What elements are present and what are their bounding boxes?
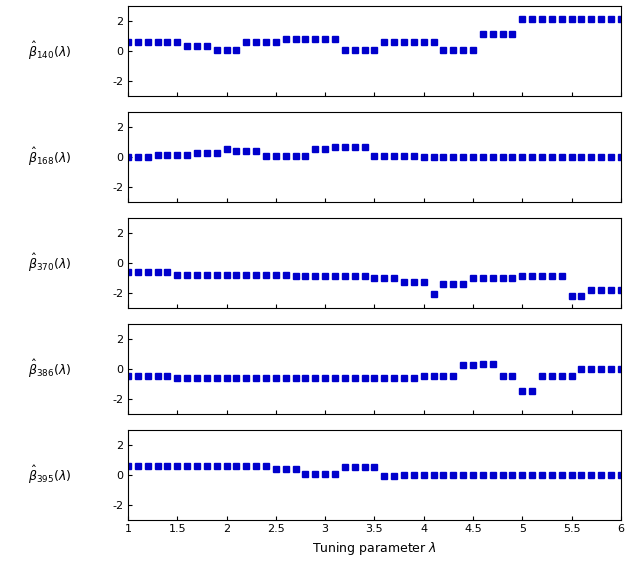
Y-axis label: $\hat{\beta}_{370}(\lambda)$: $\hat{\beta}_{370}(\lambda)$	[28, 252, 71, 274]
Y-axis label: $\hat{\beta}_{386}(\lambda)$: $\hat{\beta}_{386}(\lambda)$	[28, 357, 71, 380]
Y-axis label: $\hat{\beta}_{168}(\lambda)$: $\hat{\beta}_{168}(\lambda)$	[28, 146, 71, 168]
Y-axis label: $\hat{\beta}_{395}(\lambda)$: $\hat{\beta}_{395}(\lambda)$	[28, 464, 71, 486]
Y-axis label: $\hat{\beta}_{140}(\lambda)$: $\hat{\beta}_{140}(\lambda)$	[28, 39, 71, 62]
X-axis label: Tuning parameter $\lambda$: Tuning parameter $\lambda$	[312, 540, 437, 557]
